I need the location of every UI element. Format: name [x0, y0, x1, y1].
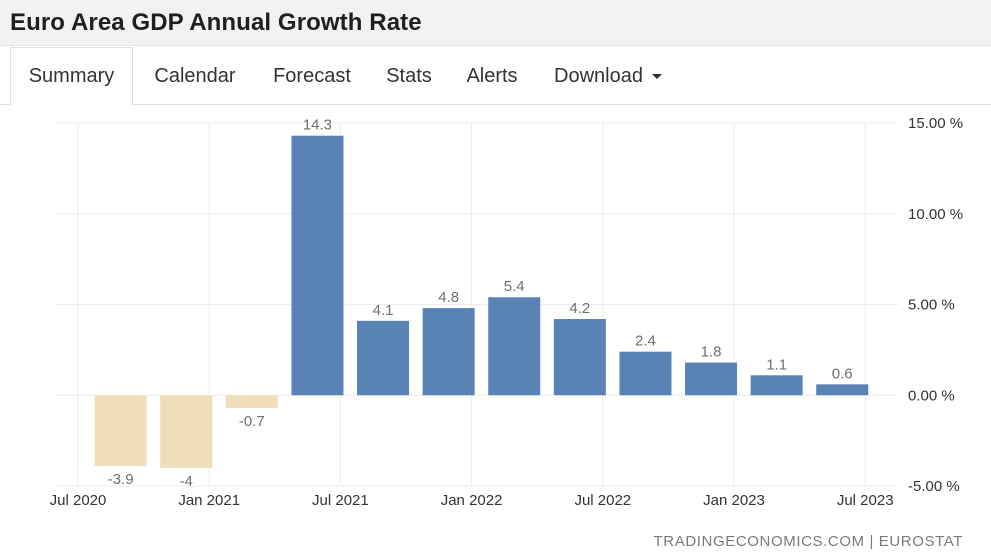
- tab-download-label: Download: [554, 64, 643, 87]
- bar: [553, 319, 606, 396]
- x-tick-label: Jul 2020: [50, 492, 107, 509]
- tab-calendar[interactable]: Calendar: [135, 47, 255, 105]
- bar: [488, 297, 541, 396]
- bar-value-label: 5.4: [504, 278, 525, 295]
- bar-value-label: -0.7: [239, 413, 265, 430]
- x-tick-label: Jan 2021: [178, 492, 240, 509]
- bar-value-label: 1.8: [701, 344, 722, 361]
- tab-forecast[interactable]: Forecast: [257, 47, 367, 105]
- bar: [357, 320, 410, 396]
- tab-summary-label: Summary: [28, 65, 115, 87]
- bar: [619, 351, 672, 396]
- tab-calendar-label: Calendar: [154, 64, 236, 87]
- x-tick-label: Jul 2023: [837, 492, 894, 509]
- bar: [225, 395, 278, 408]
- tab-stats-label: Stats: [386, 64, 432, 87]
- tab-download[interactable]: Download: [538, 47, 678, 105]
- tab-summary[interactable]: Summary: [10, 47, 133, 106]
- source-credit: TRADINGECONOMICS.COM | EUROSTAT: [653, 533, 963, 550]
- bar-value-label: 1.1: [766, 356, 787, 373]
- tab-stats[interactable]: Stats: [370, 47, 448, 105]
- tab-forecast-label: Forecast: [273, 64, 351, 87]
- x-tick-label: Jan 2022: [441, 492, 503, 509]
- page-header: Euro Area GDP Annual Growth Rate: [0, 0, 991, 46]
- y-tick-label: 10.00 %: [908, 206, 963, 223]
- bar: [160, 395, 213, 468]
- page-title: Euro Area GDP Annual Growth Rate: [10, 8, 422, 36]
- chart-canvas: 15.00 % 10.00 % 5.00 % 0.00 % -5.00 % Jul 202…: [50, 115, 963, 509]
- y-tick-label: 5.00 %: [908, 297, 955, 314]
- y-tick-label: 15.00 %: [908, 115, 963, 132]
- bar-value-label: 0.6: [832, 365, 853, 382]
- x-tick-label: Jul 2021: [312, 492, 369, 509]
- bar: [291, 135, 344, 396]
- gdp-growth-chart: 15.00 % 10.00 % 5.00 % 0.00 % -5.00 % Jul 202…: [0, 105, 991, 556]
- tab-bar: Summary Calendar Forecast Stats Alerts D…: [0, 47, 991, 106]
- tab-alerts[interactable]: Alerts: [452, 47, 532, 105]
- y-tick-label: 0.00 %: [908, 387, 955, 404]
- x-tick-label: Jul 2022: [574, 492, 631, 509]
- bar-value-label: 4.2: [569, 300, 590, 317]
- y-tick-label: -5.00 %: [908, 478, 960, 495]
- bar: [94, 395, 147, 467]
- bar: [750, 375, 803, 396]
- bar-value-label: -4: [180, 473, 193, 490]
- bar-value-label: 2.4: [635, 333, 656, 350]
- caret-down-icon: [651, 73, 662, 79]
- bar-value-label: 4.8: [438, 289, 459, 306]
- tab-alerts-label: Alerts: [466, 64, 518, 87]
- bar-value-label: 4.1: [373, 302, 394, 319]
- bar: [816, 384, 869, 396]
- bar: [422, 308, 475, 396]
- x-tick-label: Jan 2023: [703, 492, 765, 509]
- bar-value-label: 14.3: [303, 117, 332, 134]
- bar: [685, 362, 738, 396]
- bar-value-label: -3.9: [108, 471, 134, 488]
